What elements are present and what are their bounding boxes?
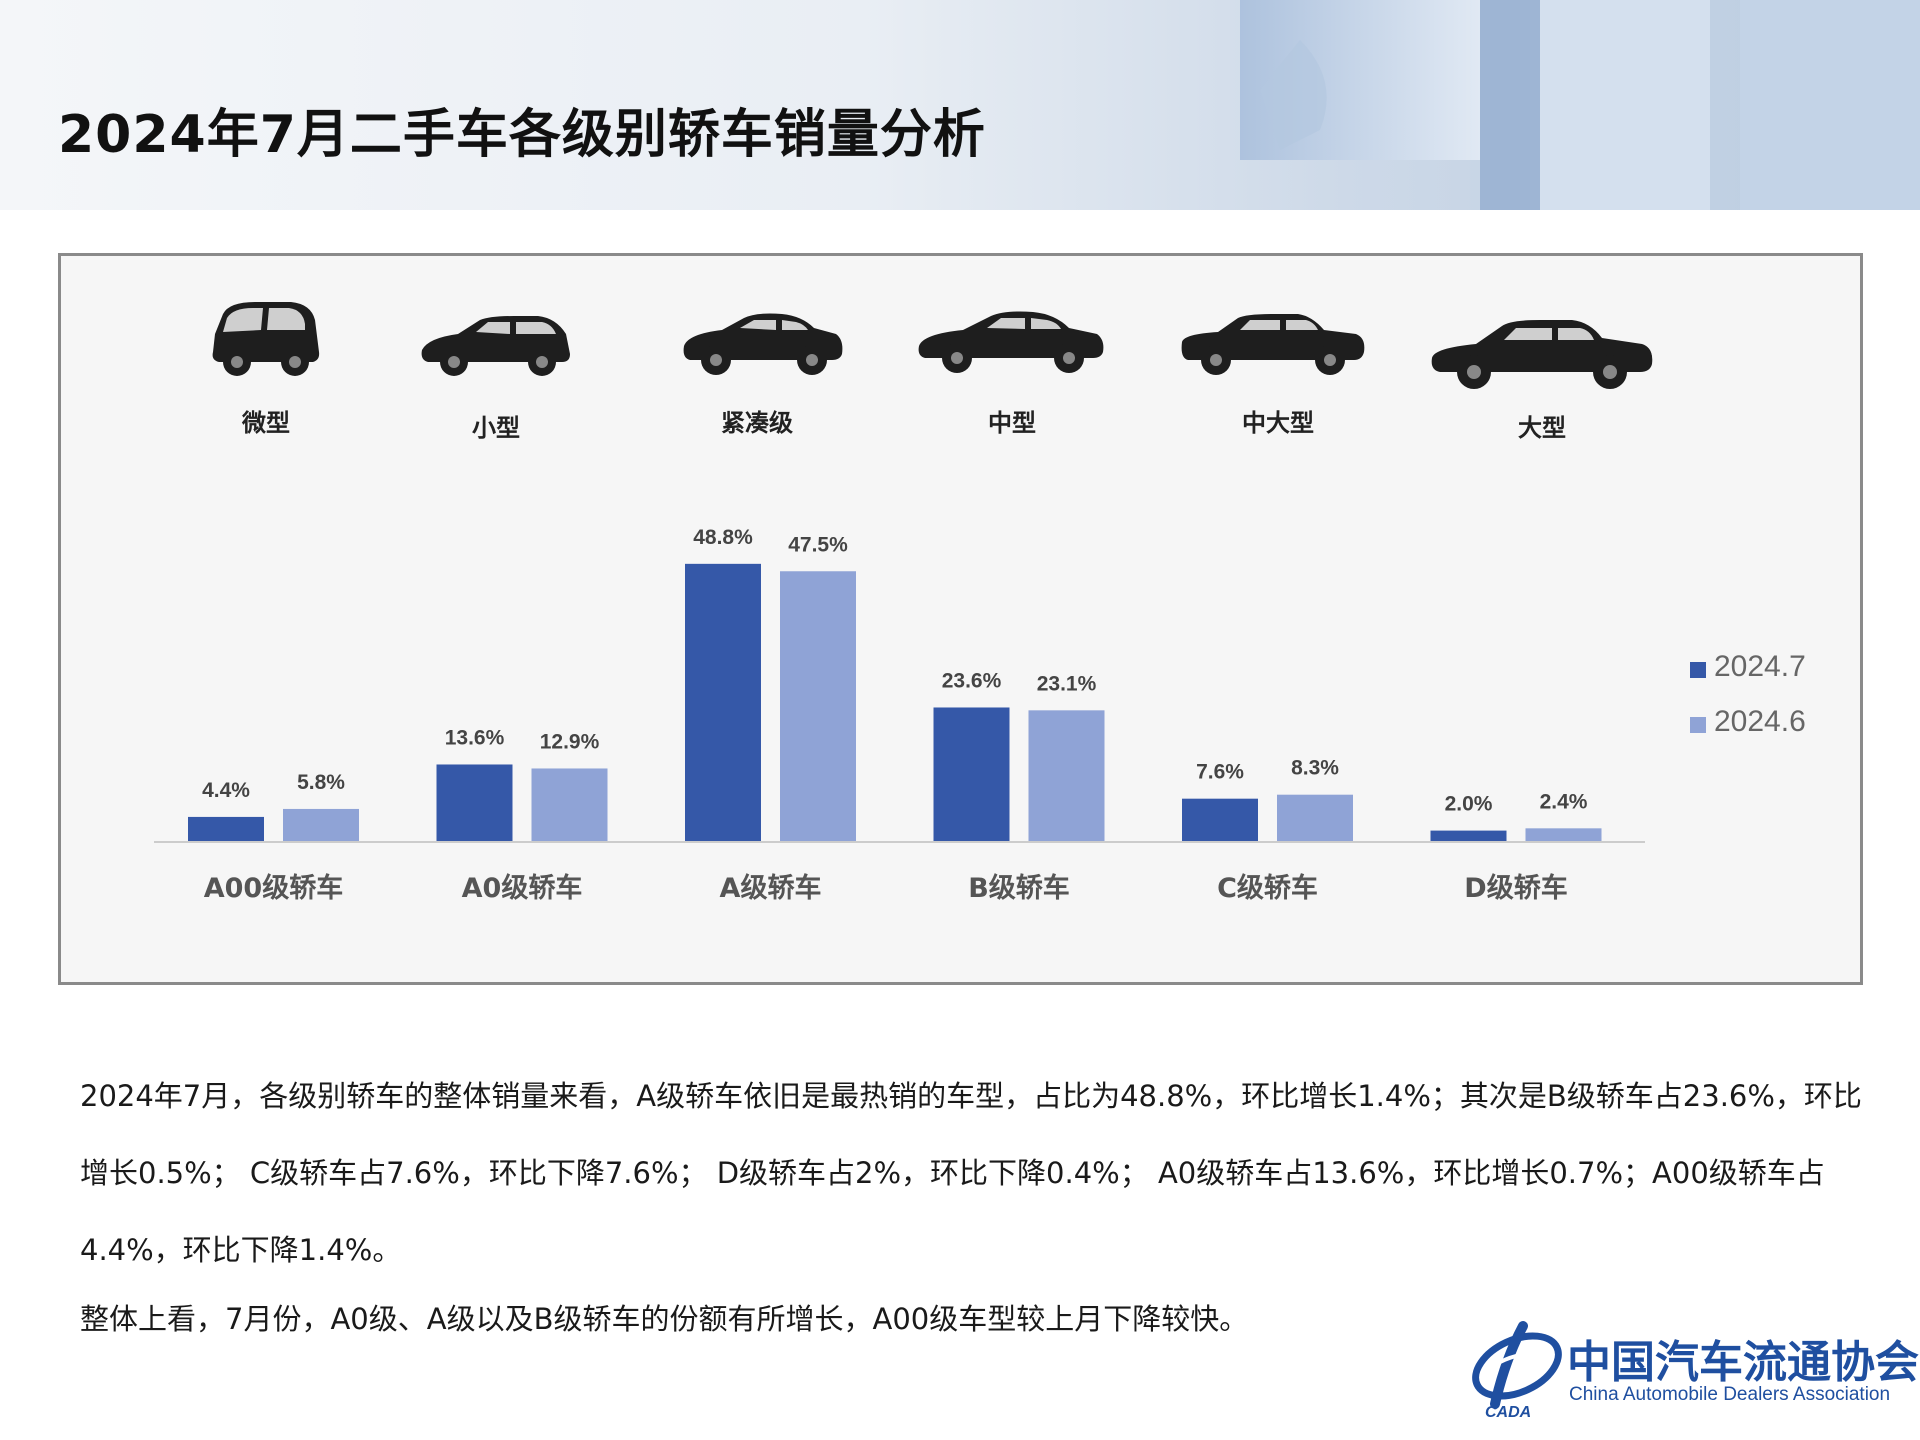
value-label-2024-7-3: 23.6% [942, 669, 1002, 692]
bar-2024-6-3 [1028, 710, 1105, 842]
legend-swatch-2024-6 [1690, 717, 1706, 733]
analysis-paragraph-2: 整体上看，7月份，A0级、A级以及B级轿车的份额有所增长，A00级车型较上月下降… [80, 1302, 1249, 1336]
analysis-paragraph-1: 2024年7月，各级别轿车的整体销量来看，A级轿车依旧是最热销的车型，占比为48… [80, 1079, 1862, 1267]
category-label-3: B级轿车 [968, 872, 1070, 904]
logo-name-chinese: 中国汽车流通协会 [1567, 1337, 1919, 1388]
value-label-2024-6-2: 47.5% [788, 533, 848, 556]
value-label-2024-6-5: 2.4% [1540, 790, 1588, 813]
car-type-label-micro: 微型 [242, 409, 290, 437]
logo-abbreviation: CADA [1485, 1404, 1532, 1421]
bar-2024-7-1 [436, 764, 513, 842]
value-label-2024-7-5: 2.0% [1445, 793, 1493, 816]
chart-panel [58, 253, 1863, 985]
value-label-2024-7-4: 7.6% [1196, 761, 1244, 784]
category-label-1: A0级轿车 [462, 872, 583, 904]
category-label-0: A00级轿车 [204, 872, 343, 904]
car-type-label-small: 小型 [472, 414, 520, 442]
bar-2024-6-2 [780, 571, 856, 842]
value-label-2024-6-1: 12.9% [540, 730, 600, 753]
bar-2024-7-2 [685, 563, 761, 842]
value-label-2024-7-2: 48.8% [693, 526, 753, 549]
category-label-2: A级轿车 [720, 872, 822, 904]
bar-2024-7-4 [1182, 798, 1258, 842]
legend-label-2024-7: 2024.7 [1714, 650, 1806, 683]
bar-2024-7-5 [1430, 830, 1507, 842]
fullsize-sedan-icon [1431, 320, 1653, 389]
category-labels-group: A00级轿车 A0级轿车 A级轿车 B级轿车 C级轿车 D级轿车 [204, 872, 1568, 904]
page-title: 2024年7月二手车各级别轿车销量分析 [58, 105, 986, 165]
logo-name-english: China Automobile Dealers Association [1569, 1384, 1891, 1405]
legend-swatch-2024-7 [1690, 662, 1706, 678]
analysis-text: 2024年7月，各级别轿车的整体销量来看，A级轿车依旧是最热销的车型，占比为48… [80, 1058, 1870, 1349]
bar-2024-7-3 [933, 707, 1010, 842]
value-label-2024-6-3: 23.1% [1037, 672, 1097, 695]
microcar-icon [212, 302, 320, 376]
decorative-blocks-graphic [1240, 0, 1920, 210]
category-label-4: C级轿车 [1217, 872, 1318, 904]
bar-chart: 4.4% 5.8% 13.6% 12.9% 48.8% 47.5% 23.6% 23.1% 7.… [154, 526, 1645, 904]
large-sedan-icon [1181, 314, 1365, 375]
bars-group [188, 563, 1602, 842]
bar-2024-6-4 [1277, 794, 1353, 842]
compact-sedan-icon [683, 313, 843, 375]
value-label-2024-7-0: 4.4% [202, 779, 250, 802]
midsize-sedan-icon [918, 311, 1104, 373]
bar-2024-6-1 [531, 768, 608, 842]
cada-emblem-icon [1472, 1321, 1562, 1409]
bar-2024-7-0 [188, 816, 264, 842]
car-type-label-midsize: 中型 [988, 409, 1036, 437]
car-type-label-fullsize: 大型 [1518, 414, 1566, 442]
hatchback-icon [421, 316, 570, 376]
value-label-2024-7-1: 13.6% [445, 726, 505, 749]
value-label-2024-6-0: 5.8% [297, 771, 345, 794]
category-label-5: D级轿车 [1464, 872, 1567, 904]
bar-2024-6-5 [1525, 828, 1602, 842]
header-banner: 2024年7月二手车各级别轿车销量分析 [0, 0, 1920, 210]
car-type-label-compact: 紧凑级 [721, 409, 793, 437]
legend-label-2024-6: 2024.6 [1714, 705, 1806, 738]
car-type-label-large: 中大型 [1242, 409, 1314, 437]
cada-logo: CADA 中国汽车流通协会 China Automobile Dealers A… [1465, 1320, 1919, 1430]
bar-2024-6-0 [283, 808, 359, 842]
value-labels-group: 4.4% 5.8% 13.6% 12.9% 48.8% 47.5% 23.6% 23.1% 7.… [202, 526, 1588, 816]
value-label-2024-6-4: 8.3% [1291, 757, 1339, 780]
